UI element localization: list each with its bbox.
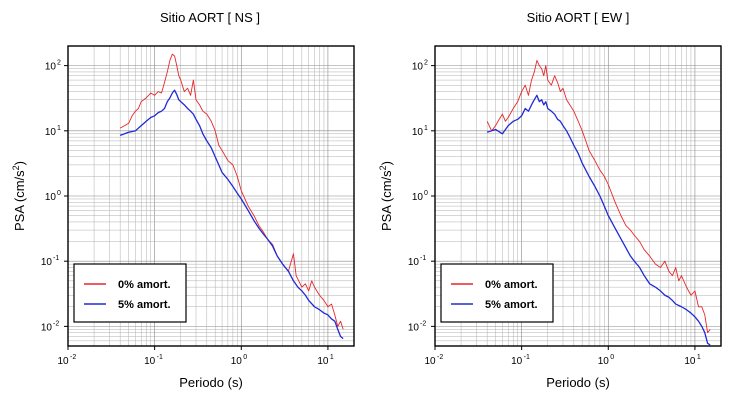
y-tick-exponent: -1 xyxy=(420,255,426,262)
y-tick-exponent: 2 xyxy=(424,60,428,67)
y-tick-label: 10 xyxy=(408,322,420,333)
x-tick-label: 10 xyxy=(144,356,156,367)
x-tick-labels: 10 -2 10 -1 10 0 10 1 xyxy=(424,346,701,367)
legend: 0% amort. 5% amort. xyxy=(73,263,187,323)
x-tick-exponent: -2 xyxy=(70,354,76,361)
x-tick-label: 10 xyxy=(598,356,610,367)
y-tick-label: 10 xyxy=(41,257,53,268)
y-axis-label: PSA (cm/s2) xyxy=(11,161,27,231)
legend-entry: 0% amort. xyxy=(118,279,171,291)
legend-entry: 5% amort. xyxy=(118,299,171,311)
x-tick-exponent: -1 xyxy=(524,354,530,361)
legend: 0% amort. 5% amort. xyxy=(440,263,554,323)
legend-box xyxy=(440,263,554,323)
y-tick-label: 10 xyxy=(408,257,420,268)
series-layer xyxy=(486,60,711,346)
legend-box xyxy=(73,263,187,323)
grid-lines xyxy=(434,45,722,347)
x-tick-exponent: -1 xyxy=(157,354,163,361)
y-axis-label: PSA (cm/s2) xyxy=(378,161,394,231)
x-tick-label: 10 xyxy=(424,356,436,367)
x-axis-label: Periodo (s) xyxy=(546,375,610,390)
y-tick-exponent: -1 xyxy=(53,255,59,262)
y-tick-exponent: 0 xyxy=(424,190,428,197)
chart-title: Sitio AORT [ NS ] xyxy=(160,10,260,25)
y-tick-label: 10 xyxy=(45,127,57,138)
chart-panel-ew: Sitio AORT [ EW ] 10 -2 10 -1 10 0 10 1 10 -210-… xyxy=(378,10,722,390)
x-tick-exponent: -2 xyxy=(437,354,443,361)
series-layer xyxy=(119,53,344,340)
series-line xyxy=(486,60,711,334)
y-tick-label: 10 xyxy=(412,192,424,203)
series-line xyxy=(119,89,344,340)
y-tick-label: 10 xyxy=(41,322,53,333)
series-line xyxy=(119,53,344,330)
y-tick-label: 10 xyxy=(45,62,57,73)
series-line xyxy=(486,94,711,346)
x-tick-label: 10 xyxy=(684,356,696,367)
x-tick-label: 10 xyxy=(511,356,523,367)
chart-panel-ns: Sitio AORT [ NS ] 10 -2 10 -1 10 0 10 1 10 -210-… xyxy=(11,10,355,390)
y-tick-exponent: -2 xyxy=(420,320,426,327)
y-tick-label: 10 xyxy=(412,127,424,138)
x-tick-label: 10 xyxy=(317,356,329,367)
y-tick-exponent: 0 xyxy=(57,190,61,197)
x-tick-exponent: 1 xyxy=(330,354,334,361)
x-tick-label: 10 xyxy=(57,356,69,367)
legend-entry: 0% amort. xyxy=(485,279,538,291)
legend-entry: 5% amort. xyxy=(485,299,538,311)
y-tick-label: 10 xyxy=(45,192,57,203)
y-tick-exponent: 1 xyxy=(424,125,428,132)
x-tick-labels: 10 -2 10 -1 10 0 10 1 xyxy=(57,346,334,367)
y-tick-exponent: 2 xyxy=(57,60,61,67)
x-tick-exponent: 1 xyxy=(697,354,701,361)
x-tick-exponent: 0 xyxy=(610,354,614,361)
x-tick-exponent: 0 xyxy=(243,354,247,361)
y-tick-exponent: 1 xyxy=(57,125,61,132)
x-axis-label: Periodo (s) xyxy=(179,375,243,390)
y-tick-exponent: -2 xyxy=(53,320,59,327)
chart-title: Sitio AORT [ EW ] xyxy=(527,10,630,25)
x-tick-label: 10 xyxy=(231,356,243,367)
y-tick-label: 10 xyxy=(412,62,424,73)
